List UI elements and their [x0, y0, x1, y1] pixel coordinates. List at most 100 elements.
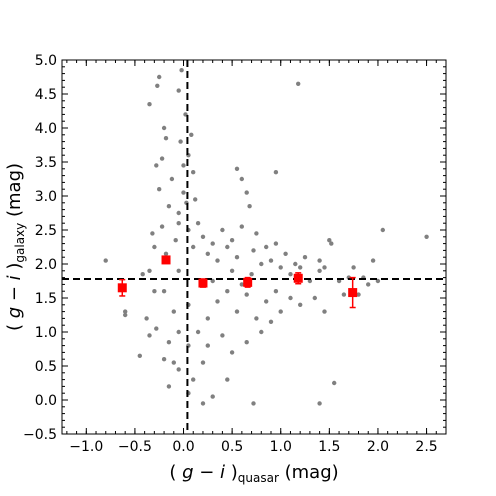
- scatter-point: [239, 282, 244, 287]
- scatter-point: [147, 268, 152, 273]
- scatter-point: [259, 329, 264, 335]
- scatter-point: [244, 190, 249, 195]
- scatter-point: [380, 227, 385, 233]
- binned-means: [117, 255, 358, 309]
- y-tick-label: 4.0: [35, 121, 57, 137]
- scatter-point: [288, 295, 293, 301]
- x-tick-label: −1.0: [69, 439, 103, 455]
- scatter-point: [317, 401, 322, 406]
- scatter-point: [147, 102, 152, 107]
- scatter-point: [103, 258, 108, 263]
- scatter-point: [205, 316, 210, 321]
- scatter-point: [191, 377, 196, 382]
- y-tick-label: 0.0: [35, 393, 57, 409]
- scatter-point: [157, 74, 162, 80]
- scatter-point: [247, 204, 252, 209]
- scatter-point: [161, 125, 167, 131]
- scatter-point: [195, 221, 201, 226]
- scatter-point: [254, 316, 259, 321]
- scatter-point: [225, 289, 230, 294]
- scatter-point: [176, 367, 181, 372]
- scatter-point: [195, 329, 201, 335]
- x-tick-label: 0.5: [221, 439, 243, 455]
- x-tick-label: 2.5: [415, 439, 437, 455]
- scatter-point: [220, 227, 225, 233]
- scatter-point: [171, 309, 176, 314]
- scatter-point: [370, 258, 376, 263]
- scatter-point: [341, 292, 347, 297]
- scatter-point: [229, 268, 235, 273]
- binned-mean-marker: [161, 255, 171, 265]
- y-tick-label: 1.0: [35, 325, 57, 341]
- scatter-point: [273, 170, 279, 175]
- binned-mean-marker: [198, 278, 208, 288]
- scatter-point: [293, 261, 298, 267]
- scatter-point: [302, 255, 308, 260]
- scatter-point: [268, 258, 274, 263]
- scatter-point: [147, 333, 152, 338]
- scatter-point: [254, 231, 259, 236]
- y-tick-label: 3.5: [35, 155, 57, 171]
- scatter-point: [239, 176, 244, 182]
- scatter-point: [144, 316, 149, 321]
- reference-lines: [62, 60, 446, 434]
- scatter-point: [191, 170, 196, 175]
- plot-frame: [61, 59, 447, 435]
- scatter-point: [234, 255, 240, 260]
- scatter-point: [239, 224, 244, 229]
- scatter-point: [157, 187, 162, 192]
- scatter-point: [366, 282, 371, 287]
- scatter-point: [273, 289, 279, 294]
- scatter-point: [283, 251, 288, 256]
- scatter-point: [159, 156, 165, 161]
- y-tick-label: 1.5: [35, 291, 57, 307]
- scatter-point: [155, 83, 160, 89]
- scatter-point: [424, 234, 429, 239]
- scatter-point: [166, 384, 172, 389]
- scatter-point: [317, 258, 322, 263]
- scatter-point: [200, 360, 206, 365]
- scatter-point: [278, 265, 283, 270]
- scatter-point: [163, 136, 169, 141]
- scatter-point: [176, 88, 181, 93]
- scatter-point: [200, 234, 206, 239]
- scatter-point: [264, 244, 269, 250]
- y-tick-label: −0.5: [23, 427, 57, 443]
- scatter-point: [356, 292, 361, 297]
- y-tick-label: 5.0: [35, 53, 57, 69]
- scatter-point: [249, 272, 254, 277]
- scatter-point: [296, 81, 301, 87]
- y-tick-label: 0.5: [35, 359, 57, 375]
- scatter-point: [317, 268, 322, 273]
- scatter-point: [171, 360, 176, 365]
- scatter-point: [225, 244, 230, 250]
- y-tick-label: 2.5: [35, 223, 57, 239]
- scatter-point: [191, 244, 196, 250]
- scatter-point: [234, 166, 240, 171]
- scatter-point: [123, 309, 128, 314]
- scatter-point: [220, 333, 225, 338]
- scatter-point: [181, 163, 186, 168]
- y-tick-label: 4.5: [35, 87, 57, 103]
- scatter-point: [298, 302, 303, 307]
- scatter-point: [166, 340, 172, 345]
- y-tick-label: 3.0: [35, 189, 57, 205]
- scatter-point: [150, 231, 155, 236]
- y-axis-label: ( g − i )galaxy (mag): [4, 163, 27, 331]
- scatter-point: [264, 299, 269, 304]
- scatter-point: [152, 289, 157, 294]
- scatter-point: [251, 248, 256, 253]
- scatter-point: [193, 197, 198, 202]
- scatter-point: [176, 210, 181, 216]
- scatter-point: [268, 319, 274, 324]
- scatter-point: [273, 241, 279, 246]
- scatter-point: [329, 241, 334, 246]
- scatter-point: [351, 265, 356, 270]
- scatter-point: [210, 394, 215, 399]
- scatter-point: [176, 221, 181, 226]
- scatter-point: [176, 268, 181, 273]
- scatter-point: [154, 163, 159, 168]
- scatter-point: [229, 350, 235, 355]
- scatter-point: [152, 244, 157, 250]
